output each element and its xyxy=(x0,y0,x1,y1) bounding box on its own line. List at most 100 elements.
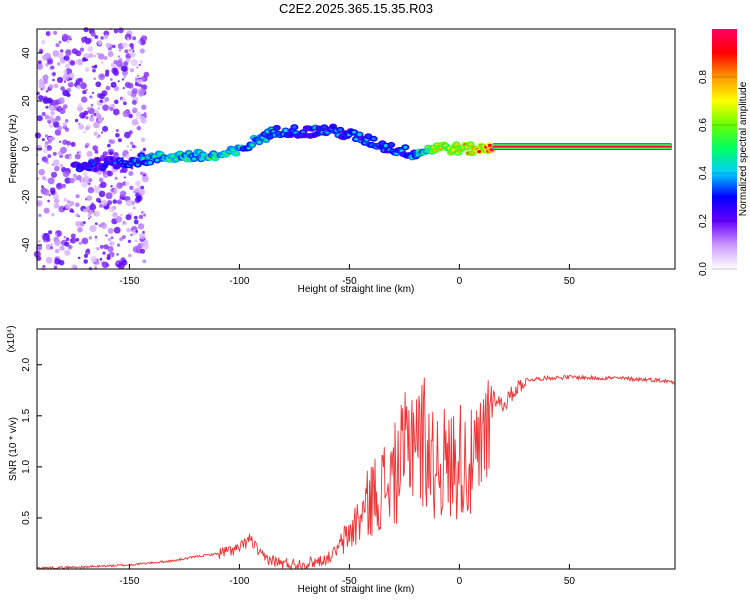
spectrogram-cell xyxy=(78,60,84,66)
spectrogram-cell xyxy=(113,70,119,76)
spectrogram-cell xyxy=(174,157,179,161)
spectrogram-cell xyxy=(96,260,100,265)
spectrogram-cell xyxy=(109,242,112,245)
spectrogram-cell xyxy=(114,99,119,105)
spectrogram-cell xyxy=(132,36,137,41)
spectrogram-cell xyxy=(104,72,110,77)
spectrogram-cell xyxy=(102,125,109,132)
spectrogram-cell xyxy=(36,200,43,207)
spectrogram-cell xyxy=(94,238,98,242)
spectrogram-cell xyxy=(92,145,98,151)
spectrogram-cell xyxy=(77,77,83,83)
spectrogram-cell xyxy=(97,40,103,46)
spectrogram-cell xyxy=(42,74,49,81)
spectrogram-cell xyxy=(68,72,75,79)
spectrogram-cell xyxy=(119,237,123,242)
spectrogram-cell xyxy=(45,89,49,93)
spectrogram-cell xyxy=(57,125,63,131)
spectrogram-cell xyxy=(128,130,133,135)
spectrogram-cell xyxy=(44,141,49,145)
spectrogram-cell xyxy=(121,97,126,102)
spectrogram-cell xyxy=(129,51,136,58)
spectrogram-cell xyxy=(107,228,114,234)
spectrogram-cell xyxy=(366,134,371,138)
spectrogram-cell xyxy=(63,69,68,74)
spectrogram-cell xyxy=(63,80,67,83)
spectrogram-cell xyxy=(128,253,132,258)
spectrogram-cell xyxy=(134,188,140,193)
spectrogram-cell xyxy=(126,145,129,148)
spectrogram-cell xyxy=(117,199,122,205)
spectrogram-cell xyxy=(48,104,56,112)
spectrogram-cell xyxy=(125,154,131,160)
spectrogram-cell xyxy=(267,135,272,139)
spectrogram-y-tick-label: 0 xyxy=(21,146,32,152)
spectrogram-cell xyxy=(102,251,106,255)
spectrogram-cell xyxy=(75,221,82,227)
colorbar: 0.0 0.2 0.4 0.6 0.8 Normalized spectral ampl… xyxy=(698,29,749,276)
spectrogram-cell xyxy=(44,134,49,138)
spectrogram-cell xyxy=(51,213,55,217)
snr-frame xyxy=(36,328,676,570)
spectrogram-cell xyxy=(132,50,135,52)
spectrogram-cell xyxy=(292,125,297,129)
spectrogram-cell xyxy=(129,68,134,73)
spectrogram-cell xyxy=(114,186,117,189)
spectrogram-cell xyxy=(64,119,69,123)
spectrogram-cell xyxy=(76,151,79,154)
spectrogram-cell xyxy=(250,143,255,147)
spectrogram-cell xyxy=(56,76,64,84)
spectrogram-cell xyxy=(125,199,133,207)
snr-y-tick-label: 2.0 xyxy=(21,357,32,371)
spectrogram-cell xyxy=(112,103,115,107)
spectrogram-y-tick-label: -20 xyxy=(21,189,32,204)
spectrogram-cell xyxy=(69,210,72,213)
colorbar-tick-label: 0.2 xyxy=(698,214,709,228)
spectrogram-cell xyxy=(99,244,104,249)
spectrogram-cell xyxy=(81,237,89,245)
spectrogram-cell xyxy=(109,206,115,213)
spectrogram-cell xyxy=(139,233,146,240)
spectrogram-cell xyxy=(40,78,43,81)
spectrogram-cell xyxy=(120,213,123,217)
spectrogram-cell xyxy=(83,259,88,264)
spectrogram-cell xyxy=(45,31,51,37)
spectrogram-cell xyxy=(94,235,98,239)
spectrogram-cell xyxy=(140,185,145,190)
spectrogram-cell xyxy=(125,214,132,221)
spectrogram-cell xyxy=(122,110,130,118)
spectrogram-cell xyxy=(119,49,121,52)
spectrogram-ticks: -150 -100 -50 0 50 -40 -20 0 20 40 xyxy=(21,47,575,287)
spectrogram-cell xyxy=(158,152,163,156)
spectrogram-cell xyxy=(50,243,54,246)
spectrogram-x-tick-label: -100 xyxy=(229,276,249,287)
spectrogram-cell xyxy=(129,185,134,190)
spectrogram-cell xyxy=(143,213,147,217)
spectrogram-cell xyxy=(90,255,97,263)
spectrogram-cell xyxy=(71,264,77,270)
spectrogram-cell xyxy=(52,151,57,156)
spectrogram-cell xyxy=(68,52,72,56)
spectrogram-cell xyxy=(94,186,101,194)
colorbar-tick-label: 0.6 xyxy=(698,118,709,132)
spectrogram-cell xyxy=(89,216,92,219)
spectrogram-cell xyxy=(42,97,50,104)
spectrogram-cell xyxy=(87,186,95,194)
spectrogram-cell xyxy=(141,104,147,110)
spectrogram-cell xyxy=(148,161,153,165)
spectrogram-cell xyxy=(120,65,127,72)
spectrogram-cell xyxy=(49,32,52,36)
spectrogram-cell xyxy=(47,58,54,65)
spectrogram-cell xyxy=(94,35,99,39)
spectrogram-cell xyxy=(52,50,60,57)
spectrogram-cell xyxy=(274,126,279,130)
spectrogram-cell xyxy=(138,214,144,220)
spectrogram-cell xyxy=(47,154,52,159)
spectrogram-cell xyxy=(48,84,54,89)
spectrogram-cell xyxy=(48,116,54,121)
spectrogram-cell xyxy=(82,171,88,176)
spectrogram-cell xyxy=(138,188,146,196)
spectrogram-cell xyxy=(126,227,131,233)
spectrogram-cell xyxy=(95,246,98,250)
